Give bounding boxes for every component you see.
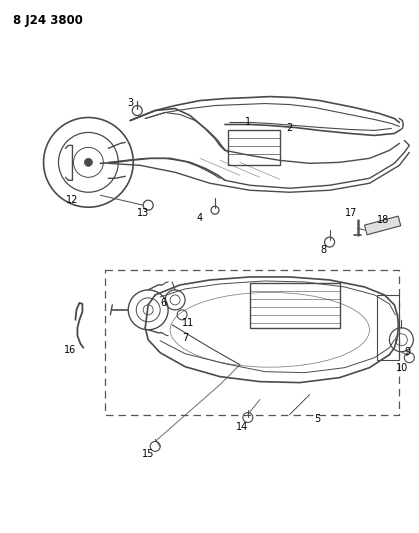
Text: 10: 10	[396, 362, 409, 373]
Text: 13: 13	[137, 208, 149, 218]
Text: 4: 4	[197, 213, 203, 223]
Text: 16: 16	[65, 345, 77, 355]
Bar	[365, 216, 401, 235]
Bar	[228, 131, 280, 165]
Bar	[250, 283, 339, 328]
Text: 15: 15	[142, 449, 154, 459]
Bar	[105, 270, 399, 415]
Text: 17: 17	[345, 208, 358, 218]
Text: 5: 5	[315, 415, 321, 424]
Circle shape	[84, 158, 92, 166]
Text: 1: 1	[245, 117, 251, 127]
Text: 14: 14	[236, 423, 248, 432]
Text: 7: 7	[182, 333, 188, 343]
Text: 9: 9	[404, 347, 410, 357]
Text: 18: 18	[377, 215, 390, 225]
Text: 11: 11	[182, 318, 194, 328]
Text: 6: 6	[160, 298, 166, 308]
Text: 8: 8	[321, 245, 327, 255]
Bar	[378, 295, 399, 360]
Text: 3: 3	[127, 98, 133, 108]
Text: 8 J24 3800: 8 J24 3800	[13, 14, 83, 27]
Text: 12: 12	[66, 195, 79, 205]
Text: 2: 2	[287, 124, 293, 133]
